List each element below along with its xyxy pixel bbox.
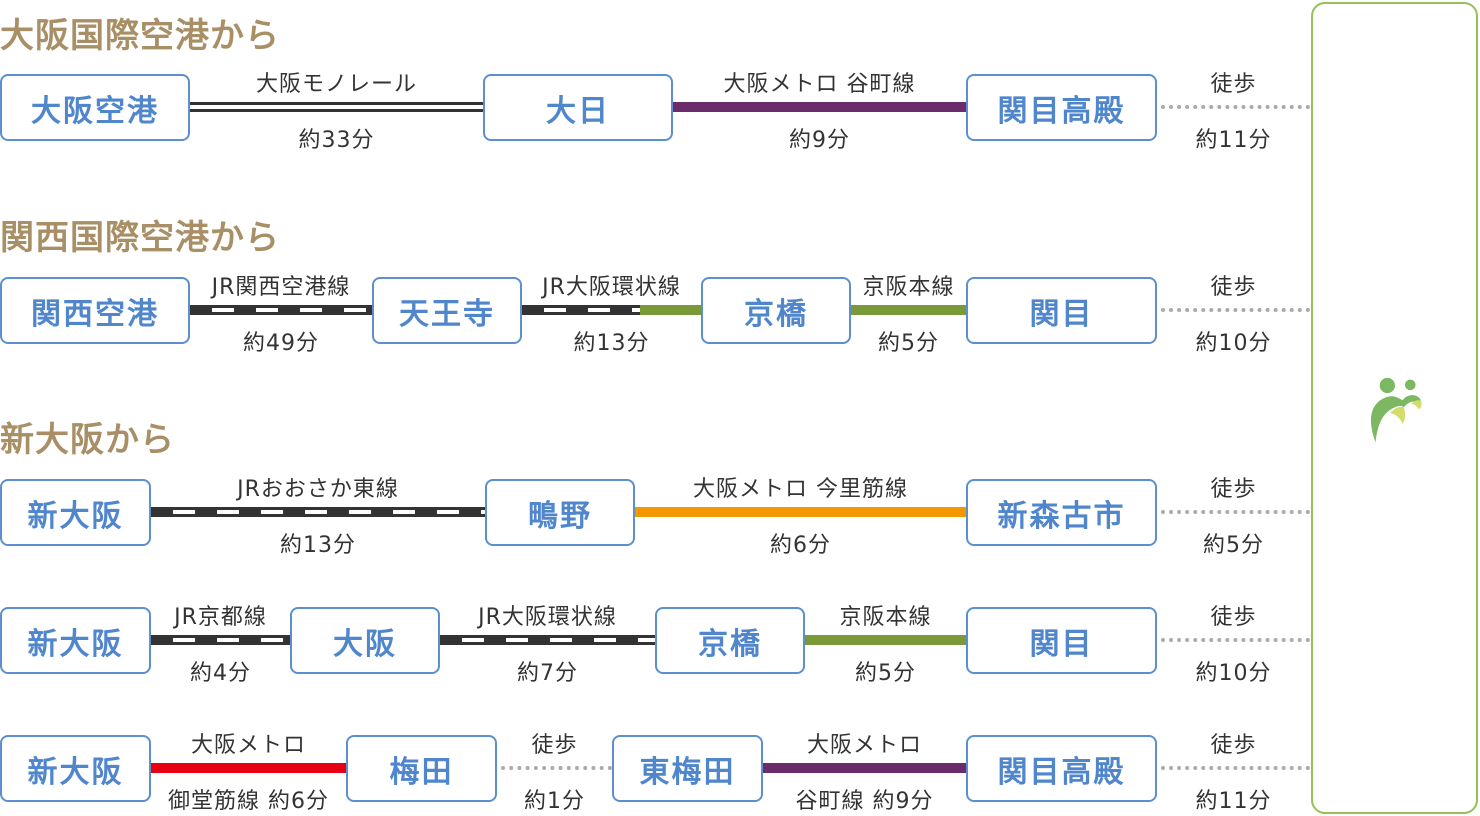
travel-time-label: 約13分 bbox=[573, 331, 650, 356]
travel-time-label: 約11分 bbox=[1195, 789, 1272, 814]
travel-time-label: 約49分 bbox=[243, 331, 319, 356]
heading-itami: 大阪国際空港から bbox=[0, 16, 280, 56]
travel-time-label: 約13分 bbox=[280, 533, 356, 558]
line-tanimachi bbox=[673, 102, 966, 112]
line-imazatosuji bbox=[635, 507, 966, 517]
station-box: 東梅田 bbox=[612, 735, 763, 802]
station-box: 大阪空港 bbox=[0, 74, 190, 141]
line-name-label: JRおおさか東線 bbox=[237, 477, 399, 502]
station-box: 京橋 bbox=[701, 277, 851, 344]
station-box: 関目 bbox=[966, 607, 1157, 674]
travel-time-label: 約4分 bbox=[190, 661, 251, 686]
line-walk bbox=[1161, 766, 1310, 770]
line-keihan bbox=[805, 635, 966, 645]
line-name-label: 京阪本線 bbox=[862, 275, 955, 300]
line-name-label: 徒歩 bbox=[1210, 275, 1257, 300]
station-box: 新大阪 bbox=[0, 735, 151, 802]
station-box: 鴫野 bbox=[485, 479, 635, 546]
line-keihan bbox=[851, 305, 966, 315]
heading-shin-osaka: 新大阪から bbox=[0, 420, 175, 460]
travel-time-label: 谷町線 約9分 bbox=[795, 789, 934, 814]
heading-kansai: 関西国際空港から bbox=[0, 218, 280, 258]
station-box: 京橋 bbox=[655, 607, 805, 674]
line-jr-keihan bbox=[640, 305, 701, 315]
line-walk bbox=[1161, 638, 1310, 642]
line-tanimachi bbox=[763, 763, 966, 773]
line-name-label: 徒歩 bbox=[1210, 477, 1257, 502]
line-name-label: 徒歩 bbox=[1210, 72, 1257, 97]
travel-time-label: 御堂筋線 約6分 bbox=[168, 789, 329, 814]
travel-time-label: 約33分 bbox=[298, 128, 375, 153]
line-midosuji bbox=[151, 763, 346, 773]
line-name-label: JR関西空港線 bbox=[211, 275, 351, 300]
destination-panel bbox=[1311, 2, 1478, 814]
travel-time-label: 約7分 bbox=[517, 661, 578, 686]
line-name-label: JR大阪環状線 bbox=[542, 275, 681, 300]
line-jr bbox=[440, 635, 655, 645]
station-box: 新大阪 bbox=[0, 479, 151, 546]
travel-time-label: 約6分 bbox=[770, 533, 831, 558]
line-name-label: 徒歩 bbox=[1210, 605, 1257, 630]
line-name-label: 大阪メトロ 今里筋線 bbox=[693, 477, 908, 502]
station-box: 梅田 bbox=[346, 735, 497, 802]
line-name-label: 京阪本線 bbox=[839, 605, 932, 630]
station-box: 天王寺 bbox=[372, 277, 522, 344]
station-box: 関目 bbox=[966, 277, 1157, 344]
station-box: 新森古市 bbox=[966, 479, 1157, 546]
travel-time-label: 約5分 bbox=[878, 331, 939, 356]
line-jr bbox=[151, 507, 485, 517]
line-walk bbox=[1161, 308, 1310, 312]
line-name-label: JR大阪環状線 bbox=[478, 605, 617, 630]
line-name-label: 徒歩 bbox=[531, 733, 578, 758]
travel-time-label: 約10分 bbox=[1195, 331, 1272, 356]
station-box: 関目高殿 bbox=[966, 735, 1157, 802]
line-walk bbox=[1161, 510, 1310, 514]
station-box: 関西空港 bbox=[0, 277, 190, 344]
line-monorail bbox=[190, 102, 483, 112]
travel-time-label: 約11分 bbox=[1195, 128, 1272, 153]
travel-time-label: 約1分 bbox=[524, 789, 585, 814]
two-people-logo-icon bbox=[1370, 377, 1422, 443]
line-jr bbox=[151, 635, 290, 645]
line-name-label: 徒歩 bbox=[1210, 733, 1257, 758]
line-jr bbox=[190, 305, 372, 315]
line-name-label: 大阪モノレール bbox=[255, 72, 418, 97]
line-jr-keihan bbox=[522, 305, 641, 315]
travel-time-label: 約5分 bbox=[1203, 533, 1264, 558]
line-walk bbox=[1161, 105, 1310, 109]
station-box: 関目高殿 bbox=[966, 74, 1157, 141]
station-box: 大阪 bbox=[290, 607, 440, 674]
travel-time-label: 約5分 bbox=[855, 661, 916, 686]
line-name-label: JR京都線 bbox=[174, 605, 267, 630]
line-name-label: 大阪メトロ bbox=[190, 733, 307, 758]
travel-time-label: 約9分 bbox=[789, 128, 850, 153]
line-name-label: 大阪メトロ bbox=[806, 733, 923, 758]
station-box: 大日 bbox=[483, 74, 673, 141]
line-name-label: 大阪メトロ 谷町線 bbox=[723, 72, 916, 97]
travel-time-label: 約10分 bbox=[1195, 661, 1272, 686]
line-walk bbox=[501, 766, 612, 770]
station-box: 新大阪 bbox=[0, 607, 151, 674]
